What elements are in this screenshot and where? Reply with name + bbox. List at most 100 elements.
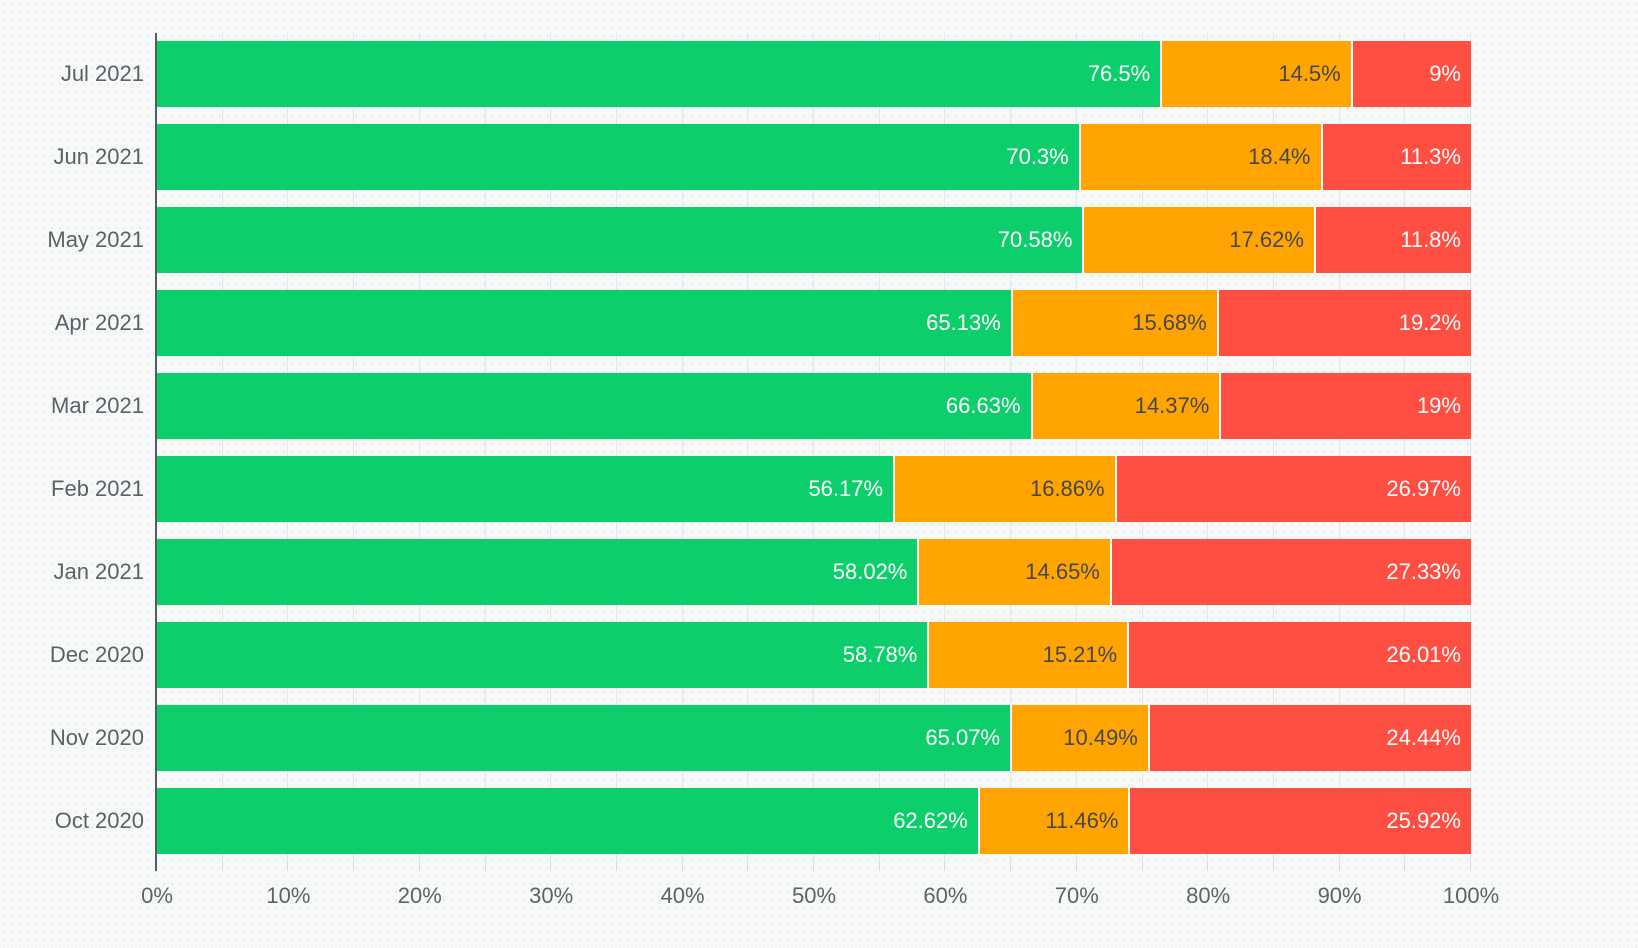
- bar-segment-orange[interactable]: 14.37%: [1032, 373, 1222, 440]
- bar-segment-orange[interactable]: 16.86%: [895, 455, 1117, 522]
- bar-row: 62.62% 11.46% 25.92%: [157, 787, 1471, 854]
- bar-segment-red[interactable]: 19.2%: [1218, 290, 1472, 357]
- plot-area: 76.5% 14.5% 9% 70.3% 18.4% 11.3% 70.58% 17.62% 1…: [157, 33, 1472, 862]
- bar-segment-green[interactable]: 56.17%: [157, 455, 896, 522]
- bar-row: 70.3% 18.4% 11.3%: [157, 124, 1471, 191]
- bar-segment-red[interactable]: 25.92%: [1130, 787, 1471, 854]
- bar-segment-green[interactable]: 58.78%: [157, 621, 930, 688]
- bar-segment-label: 10.49%: [1063, 724, 1138, 750]
- bar-segment-label: 66.63%: [945, 393, 1021, 419]
- bar-segment-green[interactable]: 65.07%: [157, 704, 1013, 771]
- x-tick-label: 0%: [141, 883, 173, 908]
- axis-tick: [1075, 862, 1077, 871]
- gridline: [353, 33, 355, 862]
- bar-segment-orange[interactable]: 15.21%: [929, 621, 1130, 688]
- bar-segment-red[interactable]: 11.3%: [1322, 124, 1471, 191]
- bar-segment-orange[interactable]: 11.46%: [979, 787, 1131, 854]
- y-category-label: May 2021: [47, 227, 144, 253]
- axis-tick: [1141, 862, 1143, 871]
- bar-segment-green[interactable]: 76.5%: [157, 41, 1163, 108]
- x-tick-label: 20%: [397, 883, 442, 908]
- axis-tick: [1010, 862, 1012, 871]
- bar-segment-red[interactable]: 19%: [1221, 373, 1471, 440]
- bar-segment-red[interactable]: 9%: [1352, 41, 1471, 108]
- gridline: [1338, 33, 1340, 862]
- bar-segment-green[interactable]: 58.02%: [157, 538, 920, 605]
- x-tick-label: 50%: [791, 883, 837, 908]
- bar-row: 56.17% 16.86% 26.97%: [157, 455, 1471, 522]
- y-category-label: Jun 2021: [53, 144, 144, 170]
- bar-segment-red[interactable]: 11.8%: [1315, 207, 1471, 274]
- bar-segment-label: 16.86%: [1029, 475, 1105, 501]
- y-category-label: Mar 2021: [51, 393, 144, 419]
- gridline: [287, 33, 289, 862]
- x-tick-label: 60%: [923, 883, 968, 908]
- bar-segment-green[interactable]: 62.62%: [157, 787, 980, 854]
- bar-segment-label: 65.07%: [925, 724, 1001, 750]
- y-category-label: Apr 2021: [54, 310, 144, 336]
- bar-segment-orange[interactable]: 17.62%: [1084, 207, 1316, 274]
- bar-segment-green[interactable]: 70.58%: [157, 207, 1085, 274]
- bar-segment-label: 76.5%: [1087, 61, 1151, 87]
- x-tick-label: 90%: [1317, 883, 1362, 908]
- y-category-label: Jul 2021: [60, 61, 144, 87]
- gridline: [615, 33, 617, 862]
- bar-row: 66.63% 14.37% 19%: [157, 373, 1471, 440]
- axis-tick: [550, 862, 552, 871]
- gridline: [944, 33, 946, 862]
- axis-tick: [1404, 862, 1406, 871]
- bar-segment-label: 58.02%: [832, 558, 908, 584]
- bar-segment-green[interactable]: 65.13%: [157, 290, 1013, 357]
- bar-segment-label: 24.44%: [1386, 724, 1461, 750]
- bar-segment-label: 19.2%: [1398, 310, 1462, 336]
- axis-tick: [1470, 862, 1471, 871]
- gridline: [1272, 33, 1274, 862]
- bar-segment-orange[interactable]: 18.4%: [1080, 124, 1323, 191]
- bar-segment-label: 15.68%: [1132, 310, 1207, 336]
- x-tick-label: 40%: [660, 883, 705, 908]
- gridline: [418, 33, 420, 862]
- gridline: [747, 33, 749, 862]
- y-category-label: Jan 2021: [53, 558, 144, 584]
- bar-segment-red[interactable]: 26.97%: [1116, 455, 1471, 522]
- bar-segment-label: 14.65%: [1025, 558, 1100, 584]
- bar-segment-red[interactable]: 27.33%: [1111, 538, 1471, 605]
- bar-segment-label: 56.17%: [808, 475, 884, 501]
- x-tick-label: 30%: [529, 883, 574, 908]
- bar-segment-red[interactable]: 26.01%: [1129, 621, 1471, 688]
- bar-segment-label: 17.62%: [1229, 227, 1304, 253]
- gridline: [550, 33, 552, 862]
- bar-segment-green[interactable]: 66.63%: [157, 373, 1033, 440]
- bar-segment-label: 26.01%: [1386, 641, 1461, 667]
- axis-tick: [681, 862, 683, 871]
- bar-segment-label: 9%: [1429, 61, 1461, 87]
- bar-segment-label: 27.33%: [1386, 558, 1461, 584]
- bar-segment-red[interactable]: 24.44%: [1149, 704, 1471, 771]
- x-tick-label: 100%: [1442, 883, 1500, 908]
- bar-row: 70.58% 17.62% 11.8%: [157, 207, 1471, 274]
- bar-segment-orange[interactable]: 15.68%: [1012, 290, 1219, 357]
- bar-segment-label: 25.92%: [1386, 807, 1461, 833]
- axis-tick: [484, 862, 486, 871]
- axis-tick: [878, 862, 880, 871]
- bar-row: 76.5% 14.5% 9%: [157, 41, 1471, 108]
- axis-tick: [813, 862, 814, 871]
- gridline: [1010, 33, 1012, 862]
- bar-segment-label: 70.58%: [997, 227, 1073, 253]
- axis-tick: [1338, 862, 1340, 871]
- axis-tick: [287, 862, 289, 871]
- gridline: [813, 33, 814, 862]
- bar-segment-label: 18.4%: [1248, 144, 1311, 170]
- bar-segment-orange[interactable]: 10.49%: [1012, 704, 1150, 771]
- gridline: [1470, 33, 1471, 862]
- bar-segment-orange[interactable]: 14.5%: [1162, 41, 1353, 108]
- bar-segment-label: 11.8%: [1400, 227, 1461, 253]
- axis-tick: [353, 862, 355, 871]
- x-tick-label: 70%: [1054, 883, 1099, 908]
- y-category-label: Oct 2020: [54, 807, 144, 833]
- bar-segment-orange[interactable]: 14.65%: [919, 538, 1112, 605]
- bar-segment-green[interactable]: 70.3%: [157, 124, 1081, 191]
- axis-tick: [944, 862, 946, 871]
- bar-row: 65.13% 15.68% 19.2%: [157, 290, 1472, 357]
